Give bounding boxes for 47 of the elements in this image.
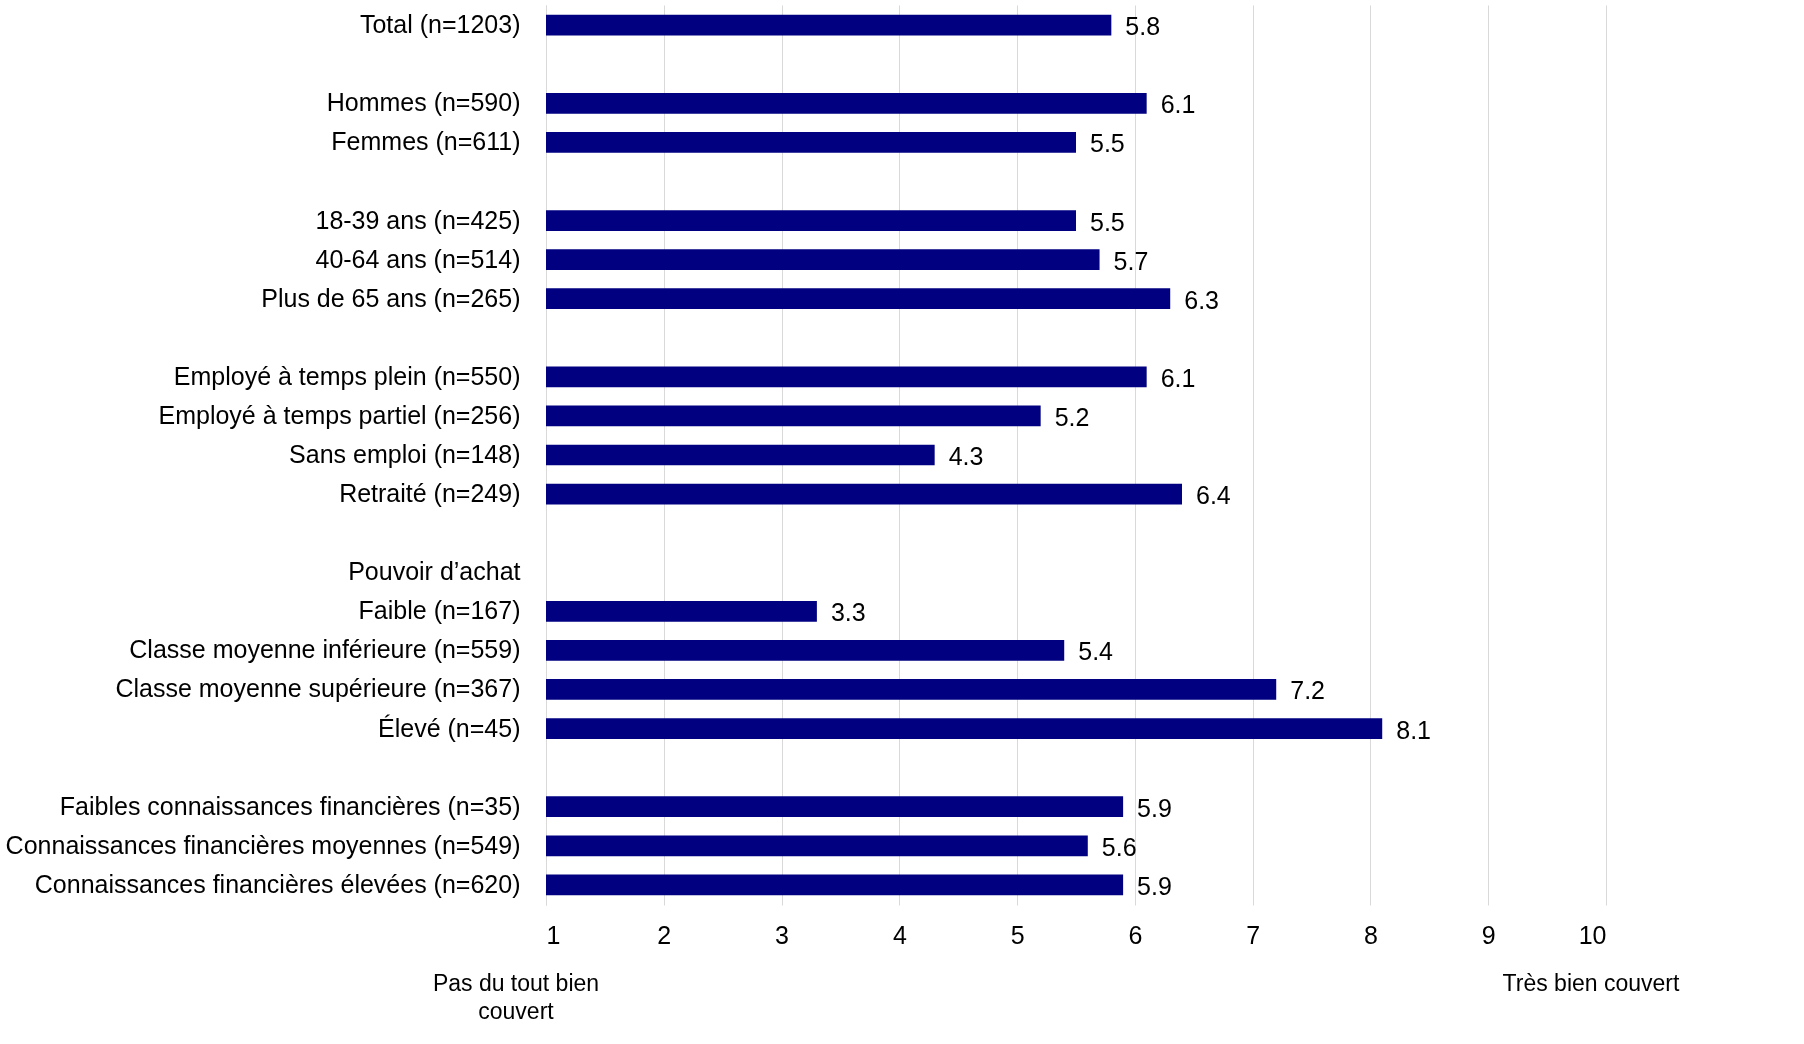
x-tick-label: 4 bbox=[892, 920, 907, 949]
y-tick-label: Classe moyenne inférieure (n=559) bbox=[129, 635, 521, 664]
data-label: 6.1 bbox=[1160, 363, 1196, 392]
x-tick-label: 2 bbox=[657, 920, 672, 949]
data-label: 5.2 bbox=[1054, 402, 1090, 431]
x-tick-label: 9 bbox=[1481, 920, 1496, 949]
text: Pas du tout bien couvert bbox=[431, 970, 601, 1026]
y-tick-label: 18-39 ans (n=425) bbox=[315, 205, 521, 234]
x-tick-label: 7 bbox=[1246, 920, 1261, 949]
y-tick-label: Employé à temps plein (n=550) bbox=[173, 361, 521, 390]
y-tick-label: Faible (n=167) bbox=[358, 596, 521, 625]
x-tick-label: 10 bbox=[1578, 920, 1607, 949]
y-tick-label: Employé à temps partiel (n=256) bbox=[158, 400, 521, 429]
y-tick-label: Connaissances financières élevées (n=620) bbox=[34, 869, 521, 898]
data-label: 4.3 bbox=[948, 442, 984, 470]
data-label: 5.9 bbox=[1137, 871, 1172, 900]
y-tick-label: Élevé (n=45) bbox=[378, 713, 521, 742]
y-tick-label: Femmes (n=611) bbox=[331, 127, 521, 156]
text: Très bien couvert bbox=[1501, 970, 1681, 998]
data-label: 6.3 bbox=[1184, 285, 1219, 314]
data-label: 5.6 bbox=[1101, 832, 1137, 861]
y-tick-label: Total (n=1203) bbox=[359, 10, 521, 39]
x-tick-label: 6 bbox=[1128, 920, 1143, 949]
data-label: 6.4 bbox=[1196, 481, 1231, 510]
x-tick-label: 8 bbox=[1363, 920, 1378, 949]
data-label: 5.9 bbox=[1137, 793, 1172, 822]
x-tick-label: 3 bbox=[775, 920, 790, 949]
x-tick-label: 1 bbox=[546, 920, 561, 949]
data-label: 5.7 bbox=[1113, 246, 1149, 275]
y-tick-label: Faibles connaissances financières (n=35) bbox=[59, 791, 521, 820]
data-label: 6.1 bbox=[1160, 90, 1196, 119]
data-label: 3.3 bbox=[830, 598, 866, 627]
y-tick-label: Classe moyenne supérieure (n=367) bbox=[115, 674, 521, 703]
data-label: 5.8 bbox=[1125, 12, 1161, 41]
y-tick-label: Sans emploi (n=148) bbox=[289, 440, 521, 468]
data-label: 5.5 bbox=[1090, 207, 1125, 236]
data-label: 5.5 bbox=[1090, 129, 1125, 158]
y-tick-label: Hommes (n=590) bbox=[326, 88, 521, 117]
y-tick-label: Plus de 65 ans (n=265) bbox=[261, 283, 521, 312]
x-tick-label: 5 bbox=[1010, 920, 1025, 949]
y-tick-label: Pouvoir d’achat bbox=[348, 557, 521, 586]
y-tick-label: 40-64 ans (n=514) bbox=[315, 244, 521, 273]
data-label: 8.1 bbox=[1396, 715, 1431, 744]
y-tick-label: Connaissances financières moyennes (n=549) bbox=[5, 830, 521, 859]
data-label: 5.4 bbox=[1078, 637, 1114, 666]
y-tick-label: Retraité (n=249) bbox=[339, 479, 521, 508]
data-label: 7.2 bbox=[1290, 676, 1325, 705]
